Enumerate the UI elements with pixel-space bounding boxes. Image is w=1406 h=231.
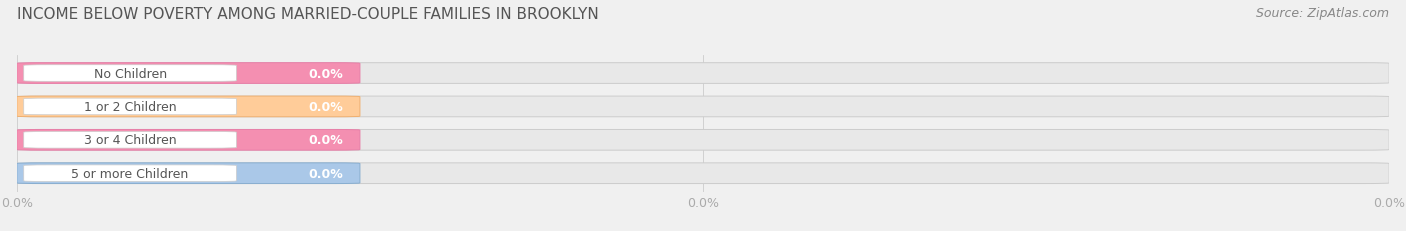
FancyBboxPatch shape (24, 99, 236, 115)
Text: 0.0%: 0.0% (309, 134, 343, 147)
FancyBboxPatch shape (17, 163, 1389, 184)
FancyBboxPatch shape (17, 163, 360, 184)
FancyBboxPatch shape (17, 130, 1389, 151)
FancyBboxPatch shape (17, 130, 360, 151)
Text: 0.0%: 0.0% (309, 67, 343, 80)
Text: No Children: No Children (94, 67, 167, 80)
Text: Source: ZipAtlas.com: Source: ZipAtlas.com (1256, 7, 1389, 20)
Text: 0.0%: 0.0% (309, 167, 343, 180)
FancyBboxPatch shape (17, 97, 360, 117)
Text: 3 or 4 Children: 3 or 4 Children (84, 134, 176, 147)
FancyBboxPatch shape (24, 65, 236, 82)
FancyBboxPatch shape (24, 132, 236, 149)
FancyBboxPatch shape (24, 165, 236, 182)
Text: 1 or 2 Children: 1 or 2 Children (84, 100, 176, 113)
FancyBboxPatch shape (17, 64, 1389, 84)
Text: INCOME BELOW POVERTY AMONG MARRIED-COUPLE FAMILIES IN BROOKLYN: INCOME BELOW POVERTY AMONG MARRIED-COUPL… (17, 7, 599, 22)
FancyBboxPatch shape (17, 97, 1389, 117)
Text: 5 or more Children: 5 or more Children (72, 167, 188, 180)
FancyBboxPatch shape (17, 64, 360, 84)
Text: 0.0%: 0.0% (309, 100, 343, 113)
